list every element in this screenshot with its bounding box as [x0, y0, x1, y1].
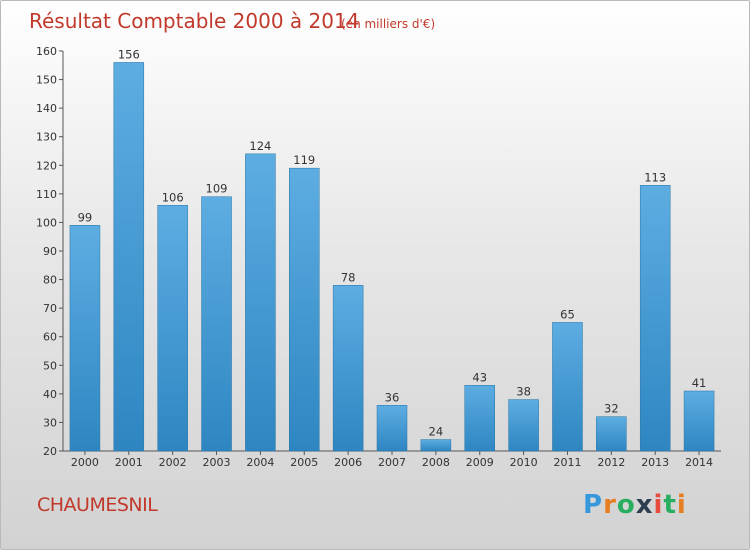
x-tick-label: 2014	[685, 456, 713, 469]
bar	[552, 322, 583, 452]
y-tick-label: 120	[36, 159, 57, 172]
bar-value-label: 41	[692, 376, 707, 390]
bar	[420, 439, 452, 452]
x-tick-label: 2007	[378, 456, 406, 469]
y-tick-label: 90	[43, 245, 57, 258]
proxiti-logo: Proxiti	[583, 490, 687, 520]
y-tick-label: 70	[43, 302, 57, 315]
bar-value-label: 43	[472, 370, 487, 384]
bar-value-label: 109	[206, 182, 228, 196]
bar	[69, 225, 101, 452]
axes: 20 30 40 50 60 70 80 90 100 110 120 130 140 150 160 200…	[36, 45, 721, 469]
y-tick-label: 100	[36, 216, 57, 229]
bar-value-label: 24	[429, 425, 444, 439]
logo-letter: r	[603, 490, 617, 520]
x-tick-label: 2004	[246, 456, 274, 469]
bars: 99 156 106 109 124 119 78 36 24 43 38 65 32 113 41	[69, 47, 715, 452]
logo-letter: P	[583, 490, 604, 520]
logo-letter: t	[663, 490, 677, 520]
bar	[245, 153, 276, 452]
x-tick-label: 2008	[422, 456, 450, 469]
x-tick-label: 2000	[71, 456, 99, 469]
x-tick-label: 2002	[159, 456, 187, 469]
x-tick-label: 2010	[510, 456, 538, 469]
logo-letter: i	[653, 490, 664, 520]
chart-title: Résultat Comptable 2000 à 2014	[29, 9, 359, 33]
bar	[508, 399, 539, 452]
logo-letter: i	[676, 490, 687, 520]
y-tick-label: 150	[36, 74, 57, 87]
bar	[464, 385, 495, 452]
place-name: CHAUMESNIL	[37, 494, 158, 516]
y-tick-label: 80	[43, 274, 57, 287]
bar	[289, 167, 320, 452]
bar	[596, 416, 627, 452]
bar	[157, 205, 188, 452]
y-tick-label: 20	[43, 445, 57, 458]
bar-value-label: 38	[516, 385, 531, 399]
bar-value-label: 78	[341, 270, 356, 284]
bar-value-label: 119	[293, 153, 315, 167]
x-tick-label: 2006	[334, 456, 362, 469]
bar-value-label: 156	[118, 47, 140, 61]
bar	[639, 185, 671, 452]
logo-letter: x	[635, 490, 654, 520]
x-tick-label: 2011	[553, 456, 581, 469]
y-tick-label: 50	[43, 359, 57, 372]
bar-value-label: 36	[385, 390, 400, 404]
y-tick-label: 40	[43, 388, 57, 401]
bar	[201, 196, 232, 452]
bar-value-label: 113	[644, 170, 666, 184]
bar	[376, 405, 408, 452]
bar	[332, 285, 364, 452]
bar-value-label: 106	[162, 190, 184, 204]
bar-value-label: 99	[78, 210, 93, 224]
bar	[113, 62, 145, 452]
chart-subtitle: (en milliers d'€)	[341, 17, 435, 31]
x-tick-label: 2013	[641, 456, 669, 469]
x-tick-label: 2012	[597, 456, 625, 469]
x-tick-label: 2009	[466, 456, 494, 469]
y-tick-label: 30	[43, 416, 57, 429]
y-tick-label: 110	[36, 188, 57, 201]
bar-value-label: 32	[604, 402, 619, 416]
logo-letter: o	[616, 490, 636, 520]
bar-value-label: 124	[249, 139, 271, 153]
x-tick-label: 2001	[115, 456, 143, 469]
y-tick-label: 130	[36, 131, 57, 144]
y-tick-label: 140	[36, 102, 57, 115]
bar	[683, 390, 715, 452]
y-tick-label: 160	[36, 45, 57, 58]
x-tick-label: 2003	[203, 456, 231, 469]
bar-value-label: 65	[560, 307, 575, 321]
y-tick-label: 60	[43, 331, 57, 344]
x-tick-label: 2005	[290, 456, 318, 469]
